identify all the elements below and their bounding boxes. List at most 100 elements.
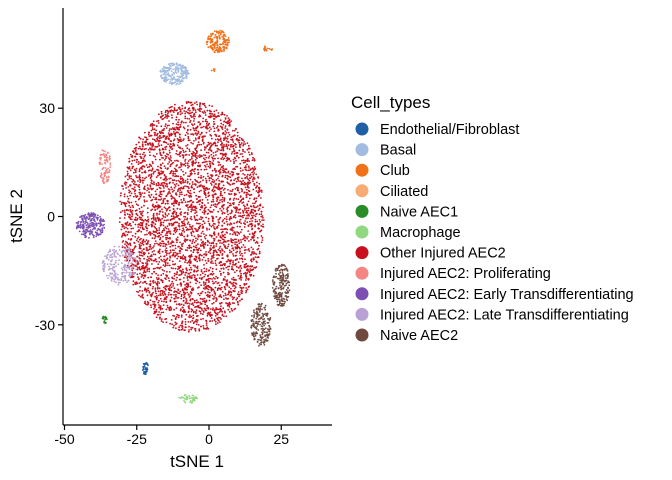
data-point <box>210 41 213 44</box>
data-point <box>198 154 201 156</box>
data-point <box>224 153 227 156</box>
data-point <box>208 296 211 298</box>
data-point <box>254 252 256 255</box>
data-point <box>210 149 213 152</box>
data-point <box>138 282 141 284</box>
data-point <box>169 233 172 235</box>
data-point <box>202 187 205 190</box>
data-point <box>208 242 211 244</box>
data-point <box>218 179 221 182</box>
data-point <box>136 268 139 271</box>
data-point <box>220 140 223 143</box>
data-point <box>166 110 169 112</box>
data-point <box>230 143 233 146</box>
data-point <box>200 235 202 238</box>
data-point <box>194 148 197 151</box>
data-point <box>177 245 180 248</box>
data-point <box>163 65 165 68</box>
data-point <box>155 176 158 179</box>
data-point <box>209 250 211 252</box>
data-point <box>217 175 220 178</box>
data-point <box>144 188 146 191</box>
data-point <box>146 233 148 236</box>
series-2-points <box>205 29 274 72</box>
data-point <box>167 115 170 118</box>
data-point <box>133 168 136 171</box>
data-point <box>244 271 247 274</box>
data-point <box>155 193 158 196</box>
data-point <box>134 155 137 158</box>
data-point <box>226 255 229 258</box>
data-point <box>192 287 194 290</box>
data-point <box>155 308 158 311</box>
data-point <box>186 286 189 289</box>
data-point <box>201 136 204 139</box>
data-point <box>196 186 199 189</box>
data-point <box>187 107 190 110</box>
data-point <box>176 313 179 316</box>
data-point <box>166 183 168 186</box>
data-point <box>156 284 159 286</box>
data-point <box>177 141 180 144</box>
data-point <box>199 196 201 198</box>
data-point <box>170 289 173 292</box>
data-point <box>212 272 215 275</box>
data-point <box>210 144 213 147</box>
data-point <box>146 207 149 210</box>
data-point <box>159 290 162 293</box>
data-point <box>129 209 132 211</box>
data-point <box>188 175 191 178</box>
data-point <box>244 159 247 162</box>
data-point <box>167 277 170 279</box>
data-point <box>176 297 179 299</box>
data-point <box>202 325 205 327</box>
data-point <box>165 296 168 298</box>
data-point <box>134 245 137 248</box>
data-point <box>163 174 166 177</box>
data-point <box>175 202 178 205</box>
data-point <box>184 201 187 204</box>
data-point <box>173 128 176 131</box>
data-point <box>207 148 210 151</box>
data-point <box>152 282 155 284</box>
data-point <box>242 244 245 246</box>
data-point <box>233 287 236 290</box>
data-point <box>178 201 181 204</box>
data-point <box>246 142 249 145</box>
data-point <box>184 134 187 137</box>
data-point <box>258 219 261 221</box>
data-point <box>174 81 177 83</box>
data-point <box>135 203 138 206</box>
data-point <box>129 184 132 187</box>
data-point <box>252 204 255 207</box>
data-point <box>250 238 252 241</box>
data-point <box>235 128 238 130</box>
data-point <box>232 229 234 232</box>
data-point <box>251 220 254 222</box>
data-point <box>162 245 165 248</box>
data-point <box>157 169 160 172</box>
data-point <box>251 224 254 227</box>
data-point <box>212 187 215 189</box>
data-point <box>232 199 235 201</box>
data-point <box>180 68 183 70</box>
data-point <box>233 179 236 182</box>
data-point <box>248 167 250 169</box>
data-point <box>185 121 187 124</box>
data-point <box>164 265 166 268</box>
data-point <box>210 182 212 185</box>
data-point <box>169 322 172 325</box>
data-point <box>168 190 171 193</box>
data-point <box>167 112 169 115</box>
data-point <box>175 238 178 240</box>
data-point <box>119 217 121 220</box>
data-point <box>179 108 182 111</box>
data-point <box>222 243 225 246</box>
data-point <box>254 256 257 258</box>
data-point <box>172 267 175 270</box>
data-point <box>164 207 167 210</box>
data-point <box>198 105 201 108</box>
data-point <box>217 312 219 314</box>
data-point <box>246 182 249 185</box>
data-point <box>215 280 217 283</box>
